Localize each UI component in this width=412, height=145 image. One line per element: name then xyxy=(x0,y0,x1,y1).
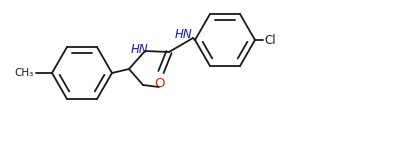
Text: Cl: Cl xyxy=(264,33,276,47)
Text: HN: HN xyxy=(175,28,193,41)
Text: HN: HN xyxy=(131,43,149,56)
Text: CH₃: CH₃ xyxy=(15,68,34,78)
Text: O: O xyxy=(155,77,165,90)
